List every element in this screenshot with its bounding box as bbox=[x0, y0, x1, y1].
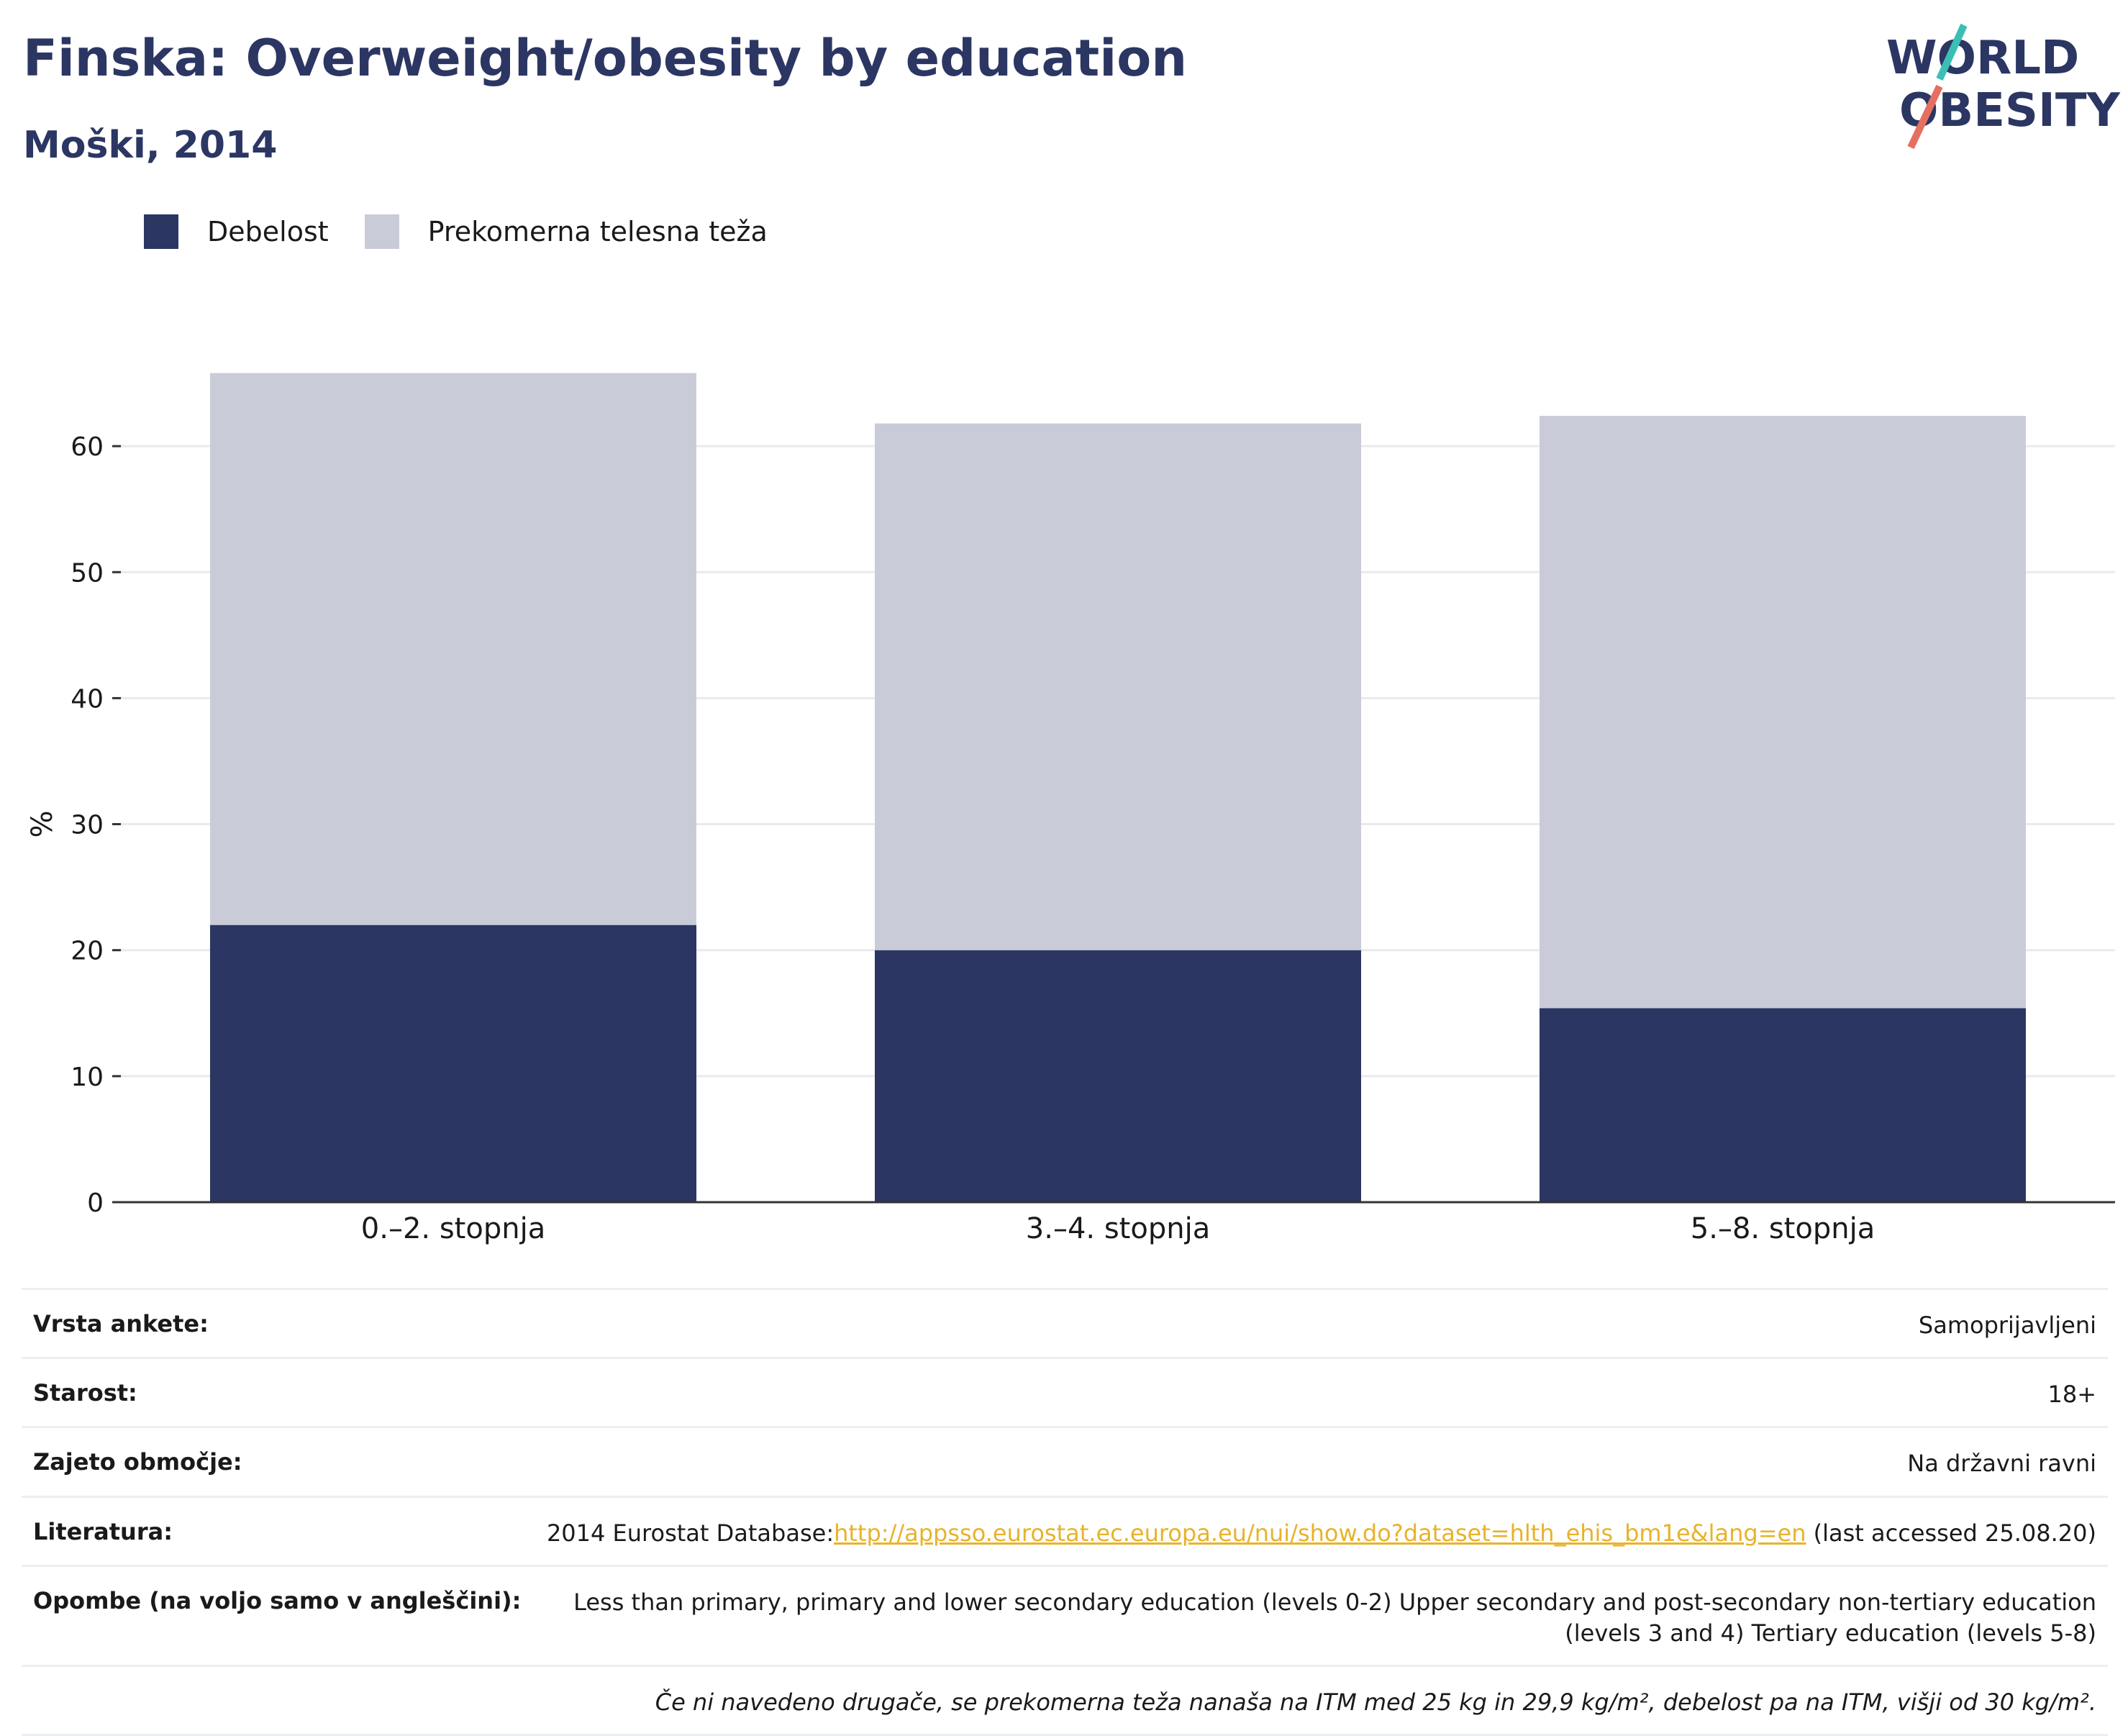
y-tick-label: 10 bbox=[71, 1063, 104, 1092]
age-label: Starost: bbox=[33, 1379, 137, 1407]
info-row-age: Starost: 18+ bbox=[22, 1357, 2108, 1426]
bar-obesity[interactable] bbox=[1540, 1008, 2026, 1202]
area-label: Zajeto območje: bbox=[33, 1448, 242, 1476]
notes-value: Less than primary, primary and lower sec… bbox=[573, 1588, 2096, 1647]
y-tick-label: 50 bbox=[71, 558, 104, 588]
literature-value: 2014 Eurostat Database:http://appsso.eur… bbox=[547, 1518, 2096, 1549]
y-tick-label: 40 bbox=[71, 684, 104, 714]
bar-overweight[interactable] bbox=[1540, 416, 2026, 1009]
world-obesity-logo: WORLD OBESITY bbox=[1886, 23, 2120, 150]
y-axis-label: % bbox=[26, 811, 59, 838]
footnote: Če ni navedeno drugače, se prekomerna te… bbox=[655, 1689, 2096, 1717]
legend-label-obesity: Debelost bbox=[207, 216, 329, 247]
age-value: 18+ bbox=[2047, 1381, 2096, 1409]
y-tick-label: 60 bbox=[71, 432, 104, 462]
literature-prefix: 2014 Eurostat Database: bbox=[546, 1519, 835, 1547]
bar-obesity[interactable] bbox=[210, 924, 696, 1202]
legend-item-obesity[interactable]: Debelost bbox=[144, 214, 329, 249]
literature-label: Literatura: bbox=[33, 1517, 173, 1545]
y-tick-label: 0 bbox=[87, 1189, 104, 1218]
stacked-bar-chart: 0 10 20 30 40 50 60% 0.–2. stopnja 3.–4. stopnja… bbox=[26, 373, 2115, 1245]
legend-label-overweight: Prekomerna telesna teža bbox=[427, 216, 768, 247]
info-row-footnote: Če ni navedeno drugače, se prekomerna te… bbox=[22, 1665, 2108, 1736]
notes-label: Opombe (na voljo samo v angleščini): bbox=[33, 1586, 522, 1614]
chart-legend: Debelost Prekomerna telesna teža bbox=[144, 214, 804, 249]
survey-type-label: Vrsta ankete: bbox=[33, 1310, 209, 1337]
legend-item-overweight[interactable]: Prekomerna telesna teža bbox=[364, 214, 768, 249]
area-value: Na državni ravni bbox=[1907, 1450, 2096, 1478]
survey-type-value: Samoprijavljeni bbox=[1918, 1312, 2096, 1339]
bar-obesity[interactable] bbox=[875, 950, 1361, 1202]
page-title: Finska: Overweight/obesity by education bbox=[23, 29, 1188, 88]
logo-line2: OBESITY bbox=[1899, 84, 2120, 137]
info-row-notes: Opombe (na voljo samo v angleščini): Les… bbox=[22, 1564, 2108, 1665]
x-tick-label: 3.–4. stopnja bbox=[1026, 1212, 1210, 1245]
x-tick-label: 5.–8. stopnja bbox=[1691, 1212, 1875, 1245]
legend-swatch-obesity bbox=[144, 214, 178, 249]
y-tick-label: 20 bbox=[71, 937, 104, 966]
bar-overweight[interactable] bbox=[875, 423, 1361, 950]
literature-link[interactable]: http://appsso.eurostat.ec.europa.eu/nui/… bbox=[834, 1519, 1806, 1547]
info-row-survey-type: Vrsta ankete: Samoprijavljeni bbox=[22, 1288, 2108, 1357]
literature-suffix: (last accessed 25.08.20) bbox=[1806, 1519, 2096, 1547]
logo-line1: WORLD bbox=[1886, 32, 2079, 85]
info-table: Vrsta ankete: Samoprijavljeni Starost: 1… bbox=[22, 1288, 2108, 1736]
bar-overweight[interactable] bbox=[210, 373, 696, 925]
x-tick-label: 0.–2. stopnja bbox=[361, 1212, 545, 1245]
y-tick-label: 30 bbox=[71, 811, 104, 840]
legend-swatch-overweight bbox=[364, 214, 399, 249]
page-subtitle: Moški, 2014 bbox=[23, 124, 278, 167]
info-row-literature: Literatura: 2014 Eurostat Database:http:… bbox=[22, 1495, 2108, 1565]
info-row-area: Zajeto območje: Na državni ravni bbox=[22, 1426, 2108, 1495]
